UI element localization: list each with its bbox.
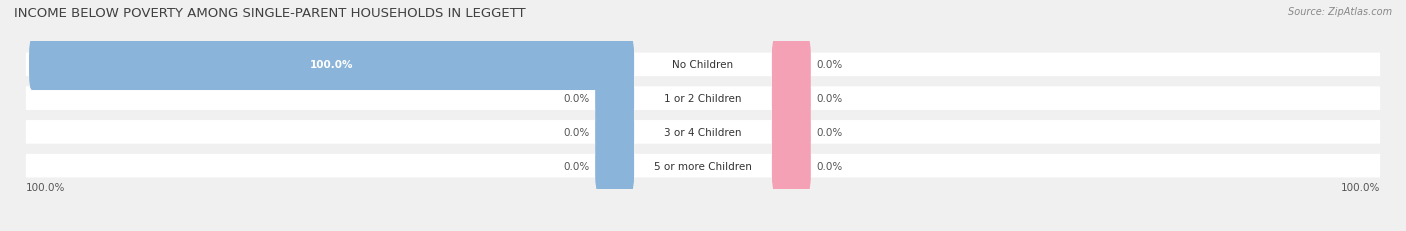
FancyBboxPatch shape <box>595 73 634 124</box>
FancyBboxPatch shape <box>772 40 811 91</box>
Text: 0.0%: 0.0% <box>817 161 844 171</box>
FancyBboxPatch shape <box>772 73 811 124</box>
Text: 100.0%: 100.0% <box>309 60 353 70</box>
Text: 1 or 2 Children: 1 or 2 Children <box>664 94 742 104</box>
Text: 100.0%: 100.0% <box>27 182 66 192</box>
FancyBboxPatch shape <box>772 140 811 191</box>
Text: 0.0%: 0.0% <box>562 94 589 104</box>
FancyBboxPatch shape <box>25 53 1381 77</box>
FancyBboxPatch shape <box>30 40 634 91</box>
FancyBboxPatch shape <box>595 140 634 191</box>
Text: 5 or more Children: 5 or more Children <box>654 161 752 171</box>
Text: 0.0%: 0.0% <box>817 94 844 104</box>
Text: 0.0%: 0.0% <box>817 60 844 70</box>
FancyBboxPatch shape <box>25 154 1381 178</box>
Text: 100.0%: 100.0% <box>1340 182 1379 192</box>
Text: 0.0%: 0.0% <box>562 127 589 137</box>
Text: 0.0%: 0.0% <box>817 127 844 137</box>
Text: No Children: No Children <box>672 60 734 70</box>
FancyBboxPatch shape <box>25 121 1381 144</box>
Text: Source: ZipAtlas.com: Source: ZipAtlas.com <box>1288 7 1392 17</box>
FancyBboxPatch shape <box>595 107 634 158</box>
Text: 0.0%: 0.0% <box>562 161 589 171</box>
Text: 3 or 4 Children: 3 or 4 Children <box>664 127 742 137</box>
FancyBboxPatch shape <box>25 87 1381 110</box>
Text: INCOME BELOW POVERTY AMONG SINGLE-PARENT HOUSEHOLDS IN LEGGETT: INCOME BELOW POVERTY AMONG SINGLE-PARENT… <box>14 7 526 20</box>
FancyBboxPatch shape <box>772 107 811 158</box>
